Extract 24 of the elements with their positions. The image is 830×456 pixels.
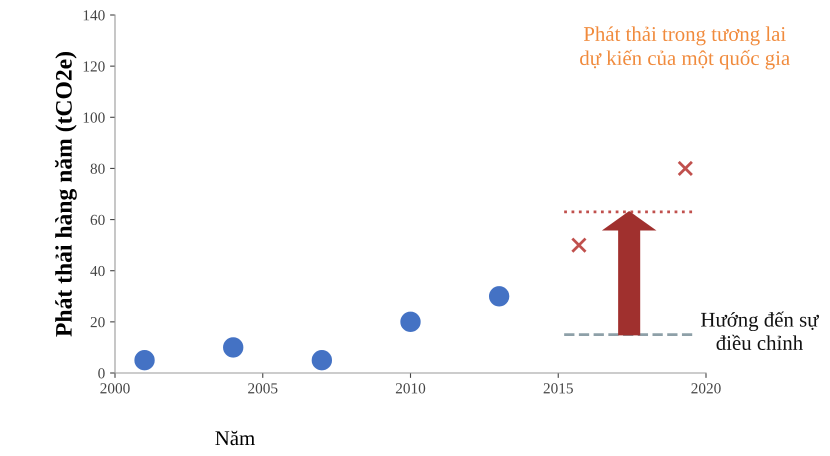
y-tick-label: 20 [90, 317, 105, 328]
point [677, 160, 694, 176]
point [312, 350, 332, 370]
annotation: Phát thải trong tương lai dự kiến của một quốc gia [580, 26, 790, 70]
y-tick-label: 0 [98, 368, 105, 378]
x-tick-label: 2000 [100, 383, 130, 394]
y-tick-label: 40 [90, 266, 105, 276]
x-tick-label: 2005 [248, 383, 278, 394]
x-tick-label: 2020 [691, 383, 721, 394]
y-tick-label: 120 [84, 61, 105, 72]
x-tick-label: 2015 [544, 383, 573, 394]
point [134, 350, 155, 370]
x-tick-label: 2010 [396, 383, 426, 394]
y-tick-label: 140 [84, 10, 105, 20]
y-axis-title: Phát thải hàng năm (tCO2e) [54, 52, 77, 337]
point [223, 337, 244, 358]
x-axis-title: Năm [215, 430, 255, 446]
point [400, 312, 421, 332]
y-tick-label: 80 [90, 164, 105, 174]
y-tick-label: 100 [84, 112, 105, 123]
annotation: Hướng đến sự điều chỉnh [701, 311, 820, 350]
y-tick-label: 60 [90, 214, 105, 226]
point [570, 237, 587, 254]
point [488, 286, 510, 306]
